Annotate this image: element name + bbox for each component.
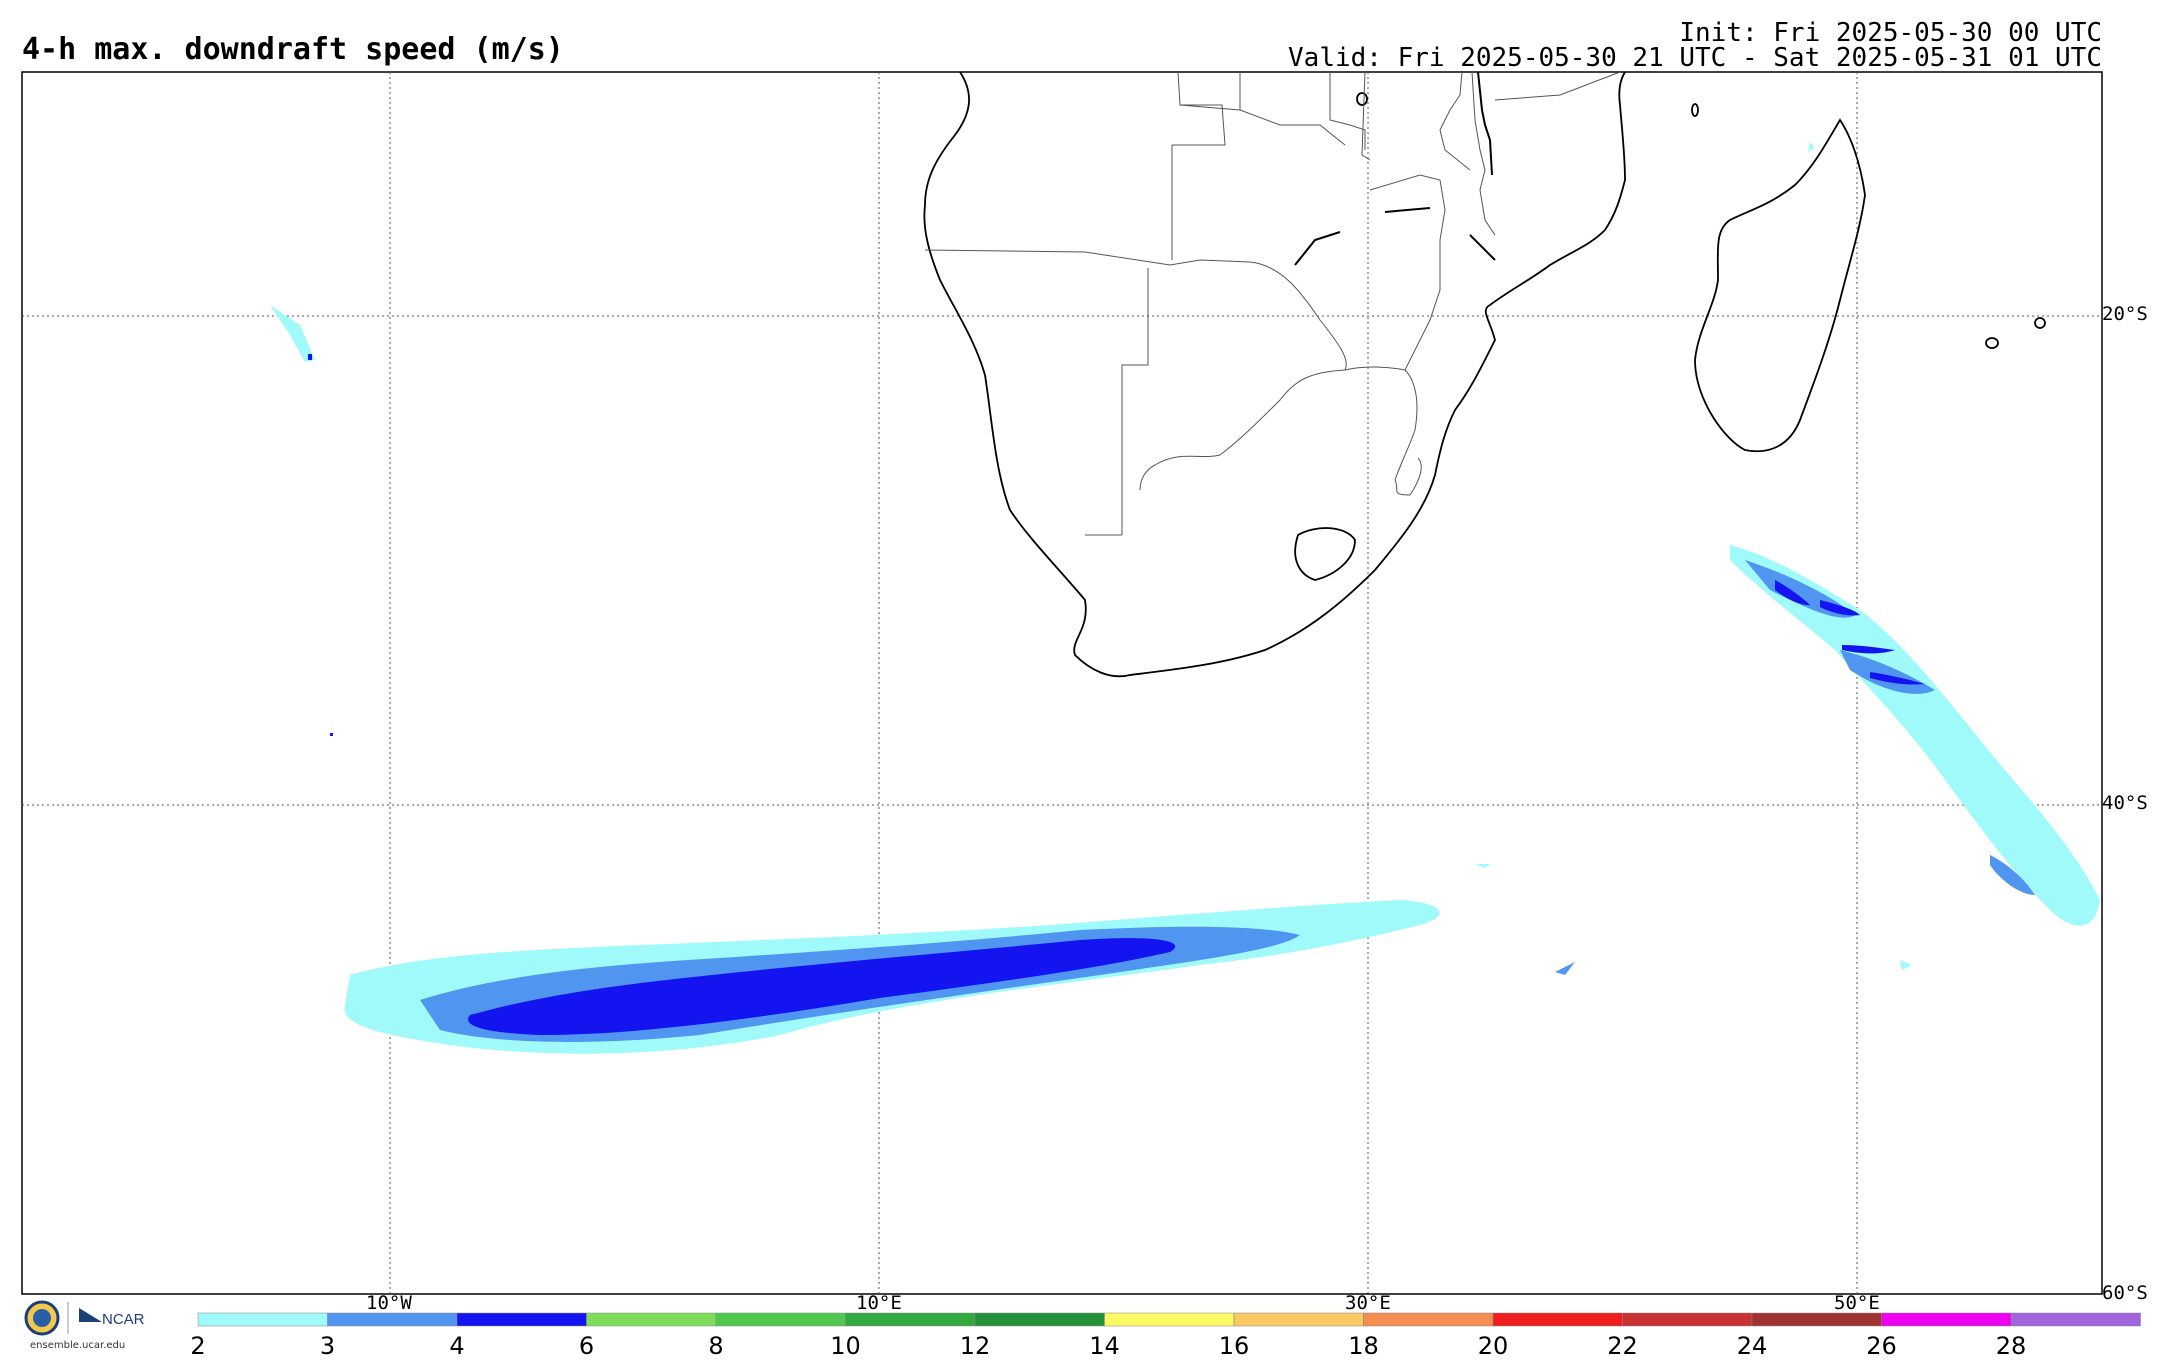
svg-text:NCAR: NCAR xyxy=(102,1311,145,1328)
coastlines xyxy=(923,71,2046,678)
map-frame xyxy=(21,71,2103,1295)
valid-time: Valid: Fri 2025-05-30 21 UTC - Sat 2025-… xyxy=(1288,43,2102,73)
lakes xyxy=(1294,71,1496,266)
colorbar-tick-label: 12 xyxy=(959,1332,991,1360)
colorbar-tick-label: 8 xyxy=(708,1332,724,1360)
colorbar-tick-label: 2 xyxy=(190,1332,206,1360)
colorbar-swatch xyxy=(586,1312,717,1327)
colorbar-swatch xyxy=(1233,1312,1364,1327)
colorbar-swatch xyxy=(1363,1312,1494,1327)
lon-label-10w: 10°W xyxy=(366,1292,412,1314)
colorbar-tick-label: 22 xyxy=(1607,1332,1638,1360)
colorbar-tick-label: 4 xyxy=(449,1332,465,1360)
colorbar-tick-label: 26 xyxy=(1866,1332,1897,1360)
graticule xyxy=(22,72,2102,1294)
colorbar-tick-label: 14 xyxy=(1089,1332,1120,1360)
colorbar-swatch xyxy=(845,1312,976,1327)
ncar-logo: NCAR xyxy=(24,1300,154,1340)
colorbar-tick-label: 16 xyxy=(1218,1332,1250,1360)
colorbar-tick-label: 3 xyxy=(319,1332,336,1360)
colorbar xyxy=(197,1312,2141,1327)
colorbar-swatch xyxy=(1751,1312,1882,1327)
country-borders xyxy=(924,71,1621,536)
init-time: Init: Fri 2025-05-30 00 UTC xyxy=(1679,18,2102,48)
colorbar-swatch xyxy=(1104,1312,1235,1327)
colorbar-swatch xyxy=(715,1312,846,1327)
colorbar-swatch xyxy=(197,1312,328,1327)
lon-label-10e: 10°E xyxy=(856,1292,902,1314)
colorbar-tick-label: 24 xyxy=(1736,1332,1768,1360)
colorbar-swatch xyxy=(2010,1312,2141,1327)
colorbar-tick-label: 28 xyxy=(1995,1332,2027,1360)
colorbar-tick-label: 6 xyxy=(578,1332,595,1360)
colorbar-swatch xyxy=(1492,1312,1623,1327)
colorbar-tick-label: 20 xyxy=(1477,1332,1509,1360)
downdraft-field xyxy=(270,142,2100,1054)
colorbar-tick-label: 18 xyxy=(1348,1332,1379,1360)
lat-label-20s: 20°S xyxy=(2102,303,2148,325)
colorbar-tick-label: 10 xyxy=(830,1332,861,1360)
lon-label-50e: 50°E xyxy=(1834,1292,1880,1314)
logo-url: ensemble.ucar.edu xyxy=(30,1340,126,1351)
ncar-mark-icon xyxy=(79,1308,102,1322)
lon-label-30e: 30°E xyxy=(1345,1292,1391,1314)
colorbar-swatch xyxy=(1622,1312,1753,1327)
colorbar-swatch xyxy=(1881,1312,2012,1327)
lat-label-40s: 40°S xyxy=(2102,792,2148,814)
colorbar-swatch xyxy=(456,1312,587,1327)
colorbar-swatch xyxy=(974,1312,1105,1327)
colorbar-swatch xyxy=(327,1312,458,1327)
map-title: 4-h max. downdraft speed (m/s) xyxy=(22,32,564,67)
lat-label-60s: 60°S xyxy=(2102,1282,2148,1304)
